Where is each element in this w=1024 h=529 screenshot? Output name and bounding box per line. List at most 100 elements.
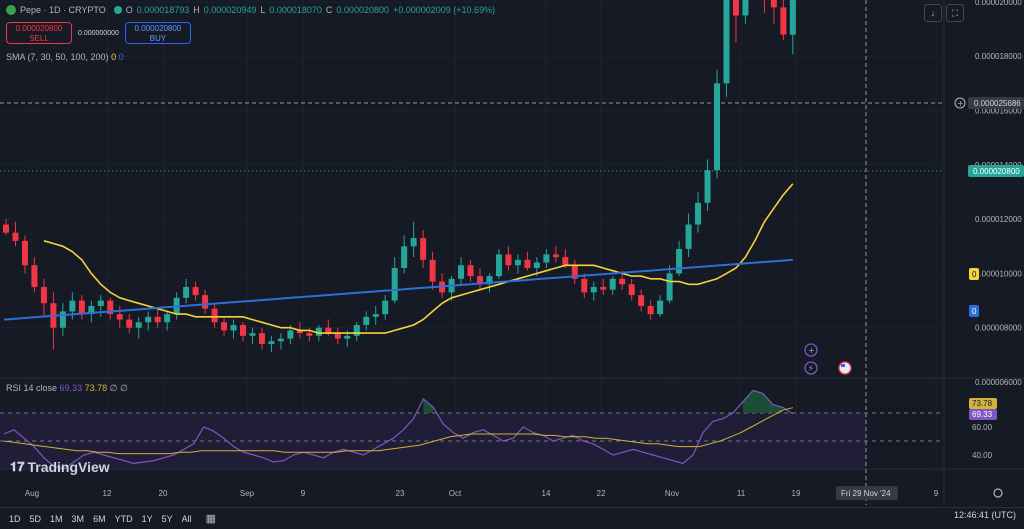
candle-body — [240, 324, 246, 336]
bottom-toolbar: 1D 5D 1M 3M 6M YTD 1Y 5Y All ▦ — [0, 507, 1024, 529]
rsi-signal-line — [3, 407, 793, 455]
range-1d[interactable]: 1D — [9, 513, 21, 524]
candle-body — [126, 319, 133, 328]
rsi-value-1: 69.33 — [59, 383, 83, 393]
time-tick-label: 14 — [542, 489, 551, 498]
lightning-event-icon[interactable] — [804, 361, 818, 375]
us-flag-event-icon[interactable] — [838, 361, 852, 375]
rsi-line — [3, 389, 794, 470]
candle-body — [505, 254, 512, 266]
sma-short-line — [43, 183, 794, 334]
rsi-legend[interactable]: RSI 14 close 69.33 73.78 ∅ ∅ — [6, 383, 128, 394]
candle-body — [40, 286, 47, 304]
candle-body — [211, 308, 218, 323]
tradingview-logo[interactable]: 𝟏𝟕 TradingView — [10, 459, 110, 475]
rsi-tick-label: 40.00 — [972, 451, 993, 460]
candle-body — [486, 276, 493, 285]
rsi-label: RSI 14 close — [6, 383, 58, 393]
range-3m[interactable]: 3M — [71, 513, 85, 524]
utc-clock[interactable]: 12:46:41 (UTC) — [953, 510, 1016, 520]
range-all[interactable]: All — [181, 513, 192, 524]
candle-body — [391, 267, 398, 301]
time-axis-ticks: Aug 12 20 Sep 9 23 Oct 14 22 Nov 11 19 9 — [25, 489, 939, 498]
time-tick-label: Nov — [665, 489, 679, 498]
candle-body — [97, 300, 104, 306]
candle-body — [571, 265, 578, 279]
buy-button[interactable]: 0.000020800 BUY — [124, 22, 191, 44]
settings-icon[interactable] — [993, 488, 1003, 498]
sell-button[interactable]: 0.000020800 SELL — [6, 22, 72, 44]
range-1y[interactable]: 1Y — [141, 513, 153, 524]
rsi-value-2: 73.78 — [84, 383, 108, 393]
candle-body — [363, 316, 370, 325]
candle-body — [334, 333, 341, 339]
rsi-value-badge-label: 69.33 — [972, 410, 993, 419]
time-tick-label: 12 — [103, 489, 112, 498]
ohlc-high-label: H — [193, 5, 200, 15]
candle-body — [230, 324, 237, 331]
ohlc-change: +0.000002009 (+10.69%) — [392, 5, 496, 15]
candle-body — [164, 314, 171, 323]
rsi-tick-label: 60.00 — [972, 423, 993, 432]
tradingview-logo-icon: 𝟏𝟕 — [10, 459, 25, 474]
plus-event-icon[interactable] — [804, 343, 818, 357]
candle-body — [258, 333, 265, 344]
plus-event-icon-glyph: + — [808, 346, 815, 355]
crosshair-date-label: Fri 29 Nov '24 — [841, 489, 891, 498]
range-5y[interactable]: 5Y — [161, 513, 173, 524]
candle-body — [429, 259, 436, 282]
candle-body — [78, 300, 85, 315]
candle-body — [676, 248, 683, 274]
buy-label: BUY — [149, 34, 167, 43]
rsi-value-badge — [969, 409, 997, 420]
candle-body — [372, 314, 379, 317]
candle-body — [695, 202, 702, 225]
candle-body — [581, 278, 588, 293]
rsi-null-2: ∅ — [120, 383, 128, 393]
brand-name: TradingView — [27, 459, 110, 475]
fullscreen-icon[interactable]: ⛶ — [946, 4, 964, 22]
rsi-null-1: ∅ — [109, 383, 118, 393]
candle-body — [145, 316, 152, 323]
range-ytd[interactable]: YTD — [114, 513, 133, 524]
candle-body — [638, 295, 645, 306]
candle-body — [647, 305, 654, 315]
time-tick-label: 23 — [396, 489, 405, 498]
sma-short-badge — [969, 268, 979, 280]
last-price-label: 0.000020800 — [973, 167, 1020, 176]
candle-body — [685, 224, 692, 249]
candle-body — [277, 338, 284, 342]
candle-body — [477, 276, 483, 285]
candle-body — [732, 0, 739, 16]
candle-body — [600, 286, 607, 290]
ohlc-close-label: C — [325, 5, 333, 15]
time-tick-label: 9 — [934, 489, 939, 498]
calendar-icon[interactable]: ▦ — [205, 513, 217, 525]
candle-body — [552, 254, 559, 258]
candle-body — [135, 322, 142, 328]
ohlc-high: 0.000020949 — [203, 5, 257, 15]
candle-body — [107, 300, 114, 315]
symbol-title[interactable]: Pepe · 1D · CRYPTO — [20, 5, 106, 15]
candle-body — [467, 265, 474, 277]
candle-body — [495, 254, 502, 277]
download-icon[interactable]: ↓ — [924, 4, 942, 22]
candle-body — [543, 254, 550, 263]
candle-body — [609, 278, 616, 290]
time-tick-label: Sep — [240, 489, 255, 498]
crosshair-date-badge — [836, 486, 898, 500]
candles-layer — [3, 0, 796, 353]
candle-body — [410, 238, 417, 247]
sell-label: SELL — [29, 34, 49, 43]
us-flag-canton — [841, 364, 845, 367]
candle-body — [590, 286, 597, 293]
sma-legend[interactable]: SMA (7, 30, 50, 100, 200) 0 0 — [6, 52, 124, 62]
range-6m[interactable]: 6M — [93, 513, 106, 524]
ohlc-open-label: O — [125, 5, 133, 15]
candle-body — [202, 295, 209, 309]
add-price-icon[interactable] — [954, 97, 966, 109]
range-1m[interactable]: 1M — [50, 513, 63, 524]
range-5d[interactable]: 5D — [29, 513, 42, 524]
rsi-axis-ticks: 60.00 40.00 — [972, 423, 993, 460]
